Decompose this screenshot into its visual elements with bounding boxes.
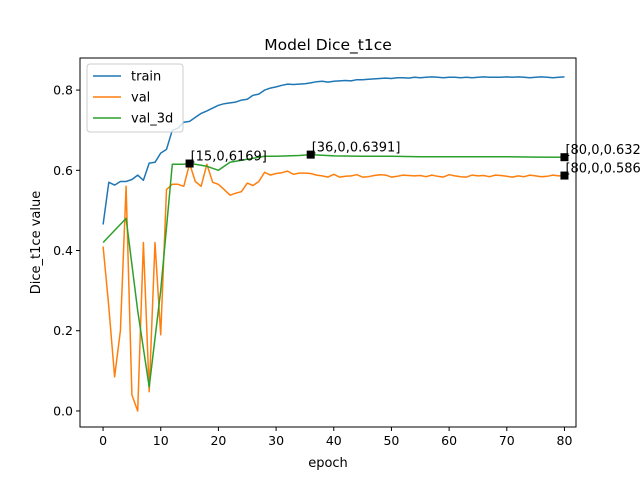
chart-title: Model Dice_t1ce [264, 36, 392, 55]
legend-label-train: train [131, 70, 161, 85]
x-tick-label: 10 [153, 433, 169, 448]
annotation-label: [36,0,0.6391] [312, 141, 401, 156]
legend-label-val: val [131, 91, 150, 106]
y-tick-label: 0.0 [53, 403, 73, 418]
y-tick-label: 0.8 [53, 83, 73, 98]
annotation-marker [306, 150, 315, 159]
legend-label-val_3d: val_3d [131, 112, 173, 127]
x-tick-label: 80 [557, 433, 573, 448]
series-line-val [102, 162, 565, 412]
y-tick-label: 0.4 [53, 243, 73, 258]
annotation-label: [80,0,0.6327 [565, 143, 640, 158]
x-tick-label: 40 [326, 433, 342, 448]
annotation-marker [185, 159, 194, 168]
series-line-val_3d [102, 153, 565, 388]
annotation-marker [560, 153, 569, 162]
x-tick-label: 60 [441, 433, 457, 448]
y-tick-label: 0.2 [53, 323, 73, 338]
x-tick-label: 20 [210, 433, 226, 448]
annotation-label: [80,0,0.5869] [565, 162, 640, 177]
y-axis-label: Dice_t1ce value [29, 191, 44, 294]
annotation-marker [560, 171, 569, 180]
x-tick-label: 30 [268, 433, 284, 448]
x-axis-label: epoch [308, 456, 348, 471]
legend: train val val_3d [86, 63, 184, 133]
axis-ticks: 0 10 20 30 40 50 60 70 80 0.0 0.2 0.4 0.6 0.8 [53, 83, 572, 448]
annotation-label: [15,0,6169] [191, 150, 267, 165]
legend-box [86, 63, 184, 133]
axes-frame [79, 57, 577, 428]
annotations: [15,0,6169] [36,0,0.6391] [80,0,0.6327 [80,… [185, 141, 640, 180]
y-tick-label: 0.6 [53, 163, 73, 178]
x-tick-label: 0 [99, 433, 107, 448]
x-tick-label: 70 [499, 433, 515, 448]
x-tick-label: 50 [383, 433, 399, 448]
